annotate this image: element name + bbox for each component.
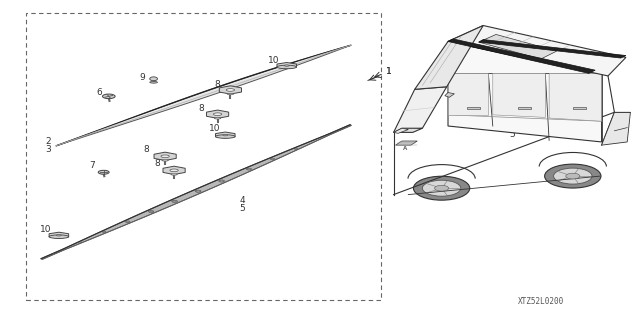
Text: 4: 4 (481, 51, 486, 60)
Ellipse shape (284, 65, 289, 66)
Polygon shape (216, 132, 235, 138)
Ellipse shape (125, 221, 130, 223)
Ellipse shape (435, 185, 449, 191)
Polygon shape (448, 73, 488, 115)
Ellipse shape (214, 113, 222, 115)
Ellipse shape (246, 168, 252, 170)
Polygon shape (415, 26, 483, 89)
Polygon shape (394, 128, 408, 133)
Bar (467, 107, 480, 109)
Text: 10: 10 (268, 56, 280, 65)
Ellipse shape (294, 148, 298, 149)
Text: XTZ52L0200: XTZ52L0200 (518, 297, 564, 306)
Text: 3: 3 (46, 145, 51, 154)
Ellipse shape (195, 190, 201, 192)
Text: 8: 8 (199, 104, 204, 113)
Ellipse shape (127, 221, 129, 222)
Polygon shape (56, 45, 351, 146)
Text: A: A (403, 146, 407, 151)
Polygon shape (493, 73, 545, 117)
Polygon shape (479, 40, 626, 58)
Ellipse shape (270, 158, 275, 160)
Text: 8: 8 (143, 145, 148, 154)
Text: 10: 10 (40, 225, 52, 234)
Text: 8: 8 (154, 159, 159, 168)
Polygon shape (163, 166, 185, 174)
Text: 10: 10 (209, 124, 220, 133)
Ellipse shape (79, 241, 82, 242)
Text: 6: 6 (97, 88, 102, 97)
Polygon shape (448, 39, 595, 73)
Polygon shape (154, 152, 176, 160)
Ellipse shape (566, 173, 580, 179)
Polygon shape (445, 93, 454, 97)
Text: 3: 3 (509, 123, 515, 132)
Ellipse shape (150, 77, 157, 81)
Text: 5: 5 (239, 204, 244, 213)
Polygon shape (277, 63, 296, 69)
Ellipse shape (413, 176, 470, 200)
Ellipse shape (214, 118, 221, 119)
Polygon shape (549, 73, 602, 121)
Text: 1: 1 (386, 67, 391, 76)
Ellipse shape (554, 168, 592, 184)
Ellipse shape (56, 234, 61, 236)
Text: 2: 2 (46, 137, 51, 146)
Text: 8: 8 (215, 80, 220, 89)
Ellipse shape (545, 164, 601, 188)
Ellipse shape (219, 180, 225, 182)
Bar (26, 13, 381, 300)
Ellipse shape (223, 134, 228, 136)
Ellipse shape (148, 211, 154, 212)
Ellipse shape (150, 211, 152, 212)
Ellipse shape (197, 191, 199, 192)
Ellipse shape (49, 235, 68, 238)
Polygon shape (479, 34, 557, 59)
Ellipse shape (227, 89, 234, 91)
Ellipse shape (150, 81, 157, 83)
Ellipse shape (161, 155, 169, 158)
Ellipse shape (102, 231, 106, 233)
Ellipse shape (277, 65, 296, 69)
Polygon shape (396, 141, 417, 145)
Ellipse shape (98, 170, 109, 174)
Ellipse shape (162, 160, 168, 161)
Ellipse shape (170, 169, 178, 172)
Text: 7: 7 (90, 161, 95, 170)
Bar (573, 107, 586, 109)
Text: 5: 5 (509, 130, 515, 139)
Ellipse shape (216, 135, 235, 138)
Ellipse shape (422, 180, 461, 196)
Text: 2: 2 (481, 44, 486, 53)
Polygon shape (602, 112, 630, 145)
Polygon shape (394, 128, 422, 132)
Ellipse shape (172, 200, 177, 203)
Polygon shape (448, 41, 602, 142)
Polygon shape (220, 86, 241, 94)
Polygon shape (49, 232, 68, 238)
Text: 1: 1 (386, 67, 391, 76)
Polygon shape (448, 26, 626, 76)
Polygon shape (207, 110, 228, 118)
Text: 4: 4 (239, 197, 244, 205)
Ellipse shape (171, 174, 177, 175)
Ellipse shape (102, 94, 115, 99)
Ellipse shape (220, 181, 223, 182)
Text: 9: 9 (140, 73, 145, 82)
Bar (518, 107, 531, 109)
Ellipse shape (173, 201, 176, 202)
Polygon shape (41, 125, 351, 259)
Polygon shape (394, 87, 447, 132)
Ellipse shape (227, 93, 234, 95)
